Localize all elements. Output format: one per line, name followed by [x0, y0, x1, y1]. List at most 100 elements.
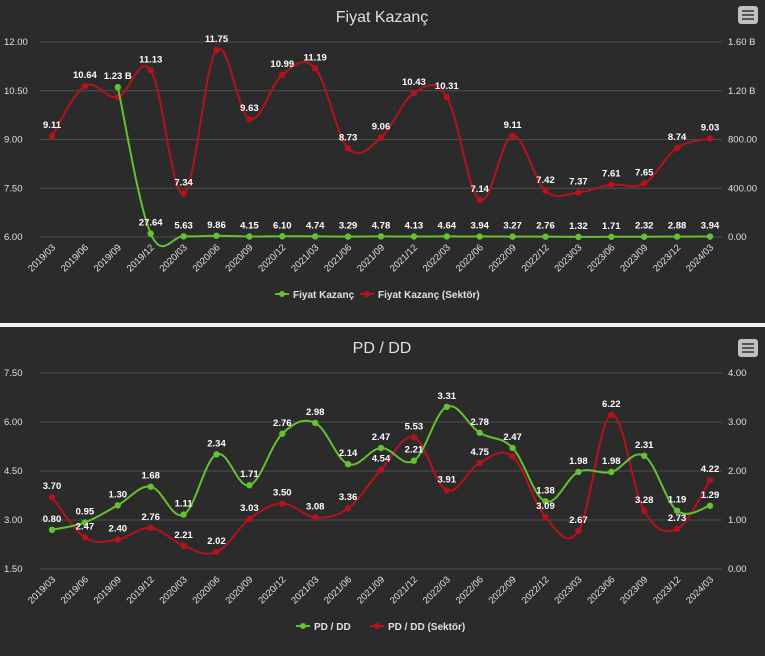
- x-tick-label: 2019/09: [92, 574, 124, 606]
- data-label: 1.30: [109, 489, 128, 500]
- data-label: 7.65: [635, 167, 654, 178]
- pe-chart: Fiyat Kazanç 6.00 0.00 7.50 400.00 9.00 800.00…: [4, 9, 757, 301]
- data-point: [575, 233, 582, 241]
- data-label: 1.98: [602, 456, 621, 467]
- data-point: [608, 468, 615, 476]
- x-tick-label: 2020/12: [256, 574, 288, 606]
- x-tick-label: 2020/09: [223, 242, 255, 274]
- data-label: 1.71: [602, 221, 621, 232]
- data-label: 1.71: [240, 469, 259, 480]
- data-label: 4.13: [405, 220, 424, 231]
- data-label: 4.22: [701, 464, 720, 475]
- data-point: [279, 233, 286, 240]
- data-point: [542, 233, 549, 240]
- data-label: 4.15: [240, 220, 259, 231]
- series-line-2: [51, 47, 711, 201]
- data-point: [673, 507, 681, 514]
- data-point: [279, 500, 286, 507]
- data-label: 9.86: [207, 220, 226, 231]
- data-label: 11.75: [205, 34, 229, 45]
- x-tick-label: 2022/12: [520, 574, 552, 606]
- data-label: 10.99: [270, 59, 294, 70]
- data-point: [443, 403, 450, 411]
- x-tick-label: 2019/03: [26, 574, 58, 606]
- data-label: 5.63: [174, 220, 193, 231]
- x-tick-label: 2019/12: [125, 574, 157, 606]
- data-point: [509, 444, 516, 452]
- data-label: 3.03: [240, 503, 259, 514]
- chart-menu-button[interactable]: [738, 6, 758, 24]
- data-point: [147, 67, 154, 74]
- data-label: 2.73: [668, 513, 687, 524]
- data-point: [246, 482, 253, 489]
- y-right-tick-label: 0.00: [728, 232, 747, 243]
- x-tick-label: 2019/09: [92, 242, 124, 274]
- data-point: [312, 65, 319, 72]
- data-point: [377, 134, 385, 141]
- data-point: [81, 83, 89, 90]
- data-point: [706, 135, 714, 142]
- x-tick-label: 2023/12: [651, 574, 683, 606]
- data-point: [213, 232, 220, 239]
- data-label: 3.08: [306, 501, 325, 512]
- data-point: [575, 189, 582, 196]
- data-point: [673, 144, 681, 152]
- y-right-tick-label: 3.00: [728, 417, 747, 428]
- data-point: [279, 71, 286, 79]
- data-label: 4.74: [306, 220, 325, 231]
- data-label: 3.94: [701, 221, 720, 232]
- data-label: 1.68: [141, 471, 160, 482]
- pb-chart-panel: PD / DD 1.50 0.00 3.00 1.00 4.50 2.00 6.00 3.00 7…: [0, 327, 765, 656]
- data-label: 3.27: [503, 221, 522, 232]
- data-label: 6.10: [273, 220, 292, 231]
- data-label: 2.31: [635, 440, 654, 451]
- x-tick-label: 2024/03: [684, 242, 716, 274]
- data-point: [114, 502, 122, 509]
- data-point: [542, 187, 549, 195]
- x-tick-label: 2023/06: [585, 574, 617, 606]
- data-label: 3.28: [635, 495, 654, 506]
- data-point: [147, 524, 154, 532]
- y-right-tick-label: 1.60 B: [728, 37, 755, 48]
- data-label: 0.95: [76, 506, 95, 517]
- data-label: 7.14: [470, 184, 489, 195]
- data-label: 1.29: [701, 490, 720, 501]
- data-point: [443, 487, 450, 494]
- data-point: [443, 93, 450, 101]
- chart-menu-button[interactable]: [738, 339, 758, 357]
- data-point: [246, 115, 253, 123]
- data-label: 11.13: [139, 54, 162, 65]
- x-tick-label: 2019/06: [59, 574, 91, 606]
- data-label: 3.91: [438, 474, 457, 485]
- data-point: [48, 526, 56, 533]
- pb-chart: PD / DD 1.50 0.00 3.00 1.00 4.50 2.00 6.00 3.00 7…: [4, 340, 747, 633]
- data-point: [180, 511, 187, 518]
- data-point: [377, 233, 385, 240]
- data-point: [575, 527, 582, 534]
- data-label: 3.36: [339, 492, 358, 503]
- data-label: 9.63: [240, 103, 259, 114]
- x-tick-label: 2021/06: [322, 574, 354, 606]
- data-label: 1.11: [175, 499, 194, 510]
- x-tick-label: 2022/06: [454, 242, 486, 274]
- data-label: 7.42: [536, 175, 555, 186]
- data-point: [344, 460, 352, 468]
- data-point: [706, 502, 714, 509]
- data-label: 3.50: [273, 488, 292, 499]
- data-label: 3.31: [438, 391, 457, 402]
- data-point: [48, 132, 56, 140]
- data-label: 2.76: [273, 418, 292, 429]
- data-point: [476, 233, 483, 240]
- legend-item: PD / DD (Sektör): [388, 622, 465, 633]
- data-point: [180, 542, 187, 550]
- data-label: 2.76: [536, 221, 555, 232]
- data-point: [641, 507, 648, 515]
- y-left-tick-label: 12.00: [4, 37, 28, 48]
- data-label: 6.22: [602, 399, 621, 410]
- data-point: [312, 233, 319, 240]
- x-tick-label: 2022/03: [421, 574, 453, 606]
- data-label: 2.98: [306, 407, 325, 418]
- data-label: 1.32: [569, 221, 588, 232]
- data-point: [575, 468, 582, 476]
- y-left-tick-label: 6.00: [4, 232, 23, 243]
